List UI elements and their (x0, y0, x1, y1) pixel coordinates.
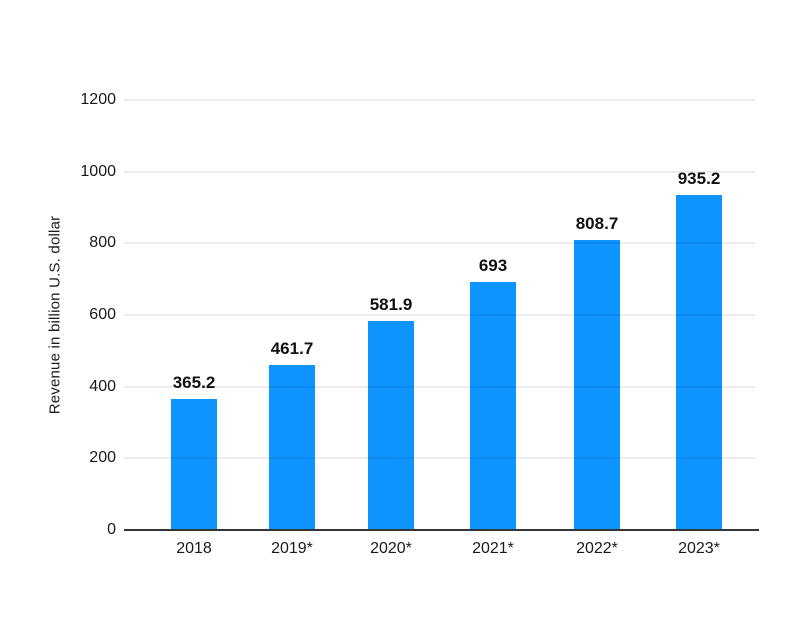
x-tick-label-2019*: 2019* (271, 540, 313, 557)
value-label-2018: 365.2 (172, 373, 216, 392)
bar-2023*[interactable] (676, 195, 722, 530)
y-tick-label-800: 800 (89, 234, 116, 252)
x-tick-label-2021*: 2021* (472, 540, 514, 557)
gridline-y-1000 (124, 170, 755, 173)
bar-2020*[interactable] (368, 321, 414, 530)
value-label-2022*: 808.7 (575, 214, 619, 233)
bar-2021*[interactable] (470, 282, 516, 530)
y-tick-label-600: 600 (89, 306, 116, 323)
y-tick-label-1200: 1200 (80, 91, 116, 108)
x-tick-label-2018: 2018 (176, 540, 212, 557)
gridline-y-600 (124, 314, 755, 316)
value-label-2019*: 461.7 (270, 339, 314, 358)
gridline-y-1200 (124, 99, 755, 101)
gridline-y-200 (124, 457, 755, 460)
bar-2019*[interactable] (269, 365, 315, 530)
x-axis-line (124, 529, 759, 531)
value-label-2020*: 581.9 (369, 295, 413, 314)
bar-2022*[interactable] (574, 240, 620, 530)
gridline-y-400 (124, 385, 755, 388)
x-tick-label-2022*: 2022* (576, 540, 618, 557)
x-tick-label-2023*: 2023* (678, 540, 720, 557)
y-tick-label-1000: 1000 (80, 162, 116, 180)
y-tick-label-0: 0 (107, 521, 116, 538)
bar-2018[interactable] (171, 399, 217, 530)
y-tick-label-200: 200 (89, 449, 116, 467)
x-tick-label-2020*: 2020* (370, 540, 412, 557)
y-tick-label-400: 400 (89, 377, 116, 395)
gridline-y-800 (124, 242, 755, 245)
value-label-2023*: 935.2 (677, 169, 721, 188)
value-label-2021*: 693 (478, 256, 508, 275)
